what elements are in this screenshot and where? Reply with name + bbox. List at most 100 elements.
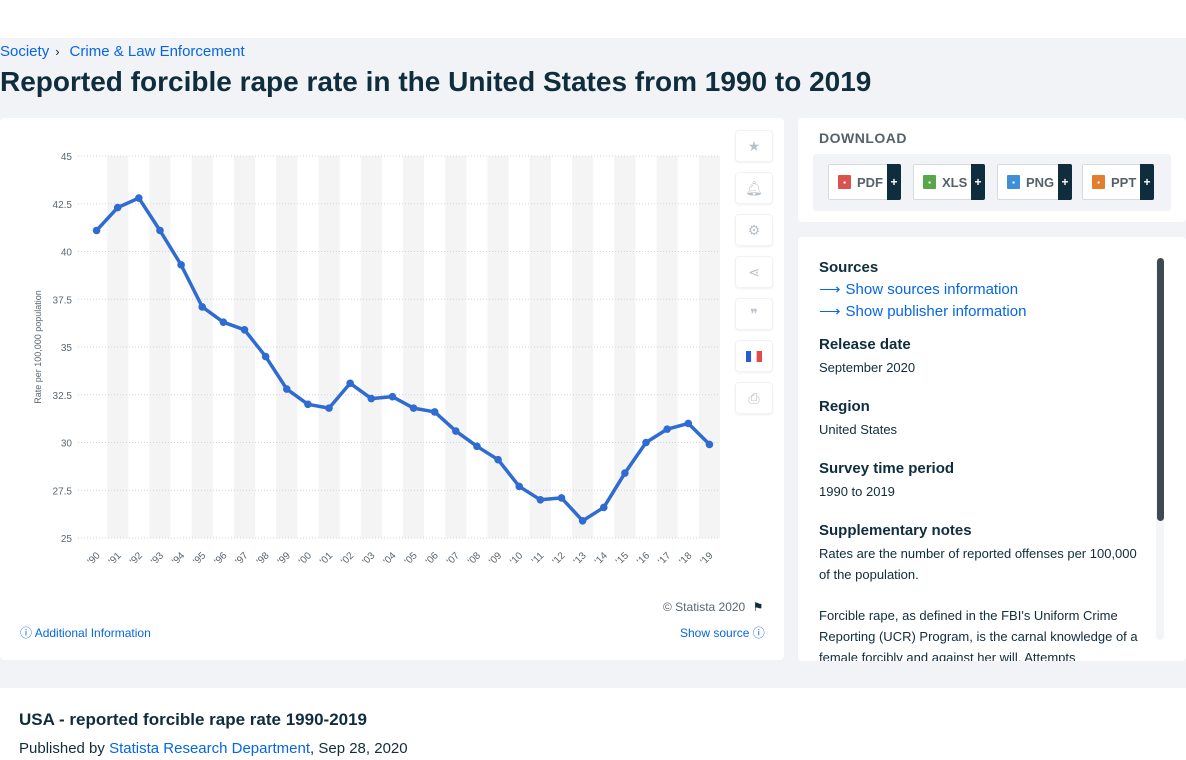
pdf-file-icon: ▪ xyxy=(838,175,851,189)
favorite-star-button[interactable]: ★ xyxy=(735,130,773,162)
copyright-text: © Statista 2020 xyxy=(663,600,746,614)
show-sources-label: Show sources information xyxy=(845,280,1019,298)
show-publisher-link[interactable]: ⟶ Show publisher information xyxy=(819,302,1149,321)
x-tick-label: '16 xyxy=(635,550,652,567)
download-title: DOWNLOAD xyxy=(819,130,907,146)
region-value: United States xyxy=(819,422,898,437)
y-axis-label: Rate per 100,000 population xyxy=(33,290,43,404)
data-point xyxy=(198,303,207,311)
data-point xyxy=(113,203,122,212)
data-point xyxy=(156,226,164,235)
x-tick-label: '09 xyxy=(487,550,504,567)
show-sources-link[interactable]: ⟶ Show sources information xyxy=(819,280,1149,299)
x-tick-label: '07 xyxy=(445,550,462,567)
x-tick-label: '15 xyxy=(614,550,631,567)
x-tick-label: '17 xyxy=(656,550,673,567)
y-tick-label: 42.5 xyxy=(53,200,73,211)
page-title: Reported forcible rape rate in the Unite… xyxy=(0,66,872,97)
data-point xyxy=(599,503,608,512)
arrow-right-icon: ⟶ xyxy=(819,281,841,298)
y-tick-label: 27.5 xyxy=(53,486,73,497)
publisher-link[interactable]: Statista Research Department xyxy=(109,740,311,757)
x-tick-label: '90 xyxy=(86,550,103,567)
data-point xyxy=(578,517,587,525)
pdf-plus-icon: + xyxy=(887,164,901,200)
data-point xyxy=(367,394,376,403)
x-tick-label: '03 xyxy=(360,550,377,567)
ppt-plus-icon: + xyxy=(1140,164,1154,200)
breadcrumb-society[interactable]: Society xyxy=(0,43,50,60)
x-tick-label: '95 xyxy=(191,550,208,567)
x-tick-label: '06 xyxy=(424,550,441,567)
ppt-label: PPT xyxy=(1111,174,1137,190)
y-tick-label: 30 xyxy=(61,439,73,450)
x-tick-label: '02 xyxy=(339,550,356,567)
show-publisher-label: Show publisher information xyxy=(845,302,1027,320)
info-scrollbar-thumb[interactable] xyxy=(1157,258,1164,521)
show-source-label: Show source xyxy=(680,626,750,640)
info-card: Sources ⟶ Show sources information ⟶ Sho… xyxy=(798,237,1186,661)
sources-heading: Sources xyxy=(819,259,879,276)
notes-heading: Supplementary notes xyxy=(819,522,972,539)
data-point xyxy=(557,494,566,502)
chart-toolbar: ★ 🔔︎ ⚙ ⋖ ❞ ⎙ xyxy=(735,130,773,424)
notification-bell-button[interactable]: 🔔︎ xyxy=(735,172,773,204)
top-header-band xyxy=(0,0,1186,38)
breadcrumb-crime-law[interactable]: Crime & Law Enforcement xyxy=(69,43,245,60)
y-tick-label: 37.5 xyxy=(53,295,73,306)
data-point xyxy=(261,352,270,361)
settings-gear-button[interactable]: ⚙ xyxy=(735,214,773,246)
xls-file-icon: ▪ xyxy=(923,175,936,189)
data-point xyxy=(346,379,354,388)
survey-heading: Survey time period xyxy=(819,460,955,477)
x-tick-label: '14 xyxy=(593,550,610,567)
statistic-title: USA - reported forcible rape rate 1990-2… xyxy=(19,710,368,729)
xls-label: XLS xyxy=(942,174,968,190)
region-heading: Region xyxy=(819,398,870,415)
x-tick-label: '05 xyxy=(403,550,420,567)
data-point xyxy=(388,392,397,401)
x-tick-label: '18 xyxy=(677,550,694,567)
french-flag-button[interactable] xyxy=(735,340,773,372)
png-label: PNG xyxy=(1026,174,1055,190)
y-tick-label: 45 xyxy=(61,152,73,163)
column-band xyxy=(656,156,678,538)
download-xls-button[interactable]: ▪ XLS + xyxy=(913,164,985,200)
column-band xyxy=(276,156,298,538)
x-tick-label: '91 xyxy=(107,550,124,567)
show-source-link[interactable]: Show source ⓘ xyxy=(680,624,765,641)
data-point xyxy=(282,385,291,393)
x-tick-label: '94 xyxy=(170,550,187,567)
data-point xyxy=(409,404,418,412)
x-tick-label: '96 xyxy=(212,550,229,567)
published-by-label: Published by xyxy=(19,740,105,757)
arrow-right-icon: ⟶ xyxy=(819,303,841,320)
x-tick-label: '08 xyxy=(466,550,483,567)
survey-value: 1990 to 2019 xyxy=(819,484,895,499)
x-tick-label: '93 xyxy=(149,550,166,567)
download-pdf-button[interactable]: ▪ PDF + xyxy=(828,164,901,200)
download-png-button[interactable]: ▪ PNG + xyxy=(997,164,1072,200)
data-point xyxy=(621,469,629,477)
flag-icon: ⚑ xyxy=(752,600,764,614)
pdf-label: PDF xyxy=(857,174,883,190)
data-point xyxy=(92,226,101,235)
print-button[interactable]: ⎙ xyxy=(735,382,773,414)
download-ppt-button[interactable]: ▪ PPT + xyxy=(1082,164,1154,200)
additional-info-link[interactable]: ⓘ Additional Information xyxy=(20,624,151,641)
release-value: September 2020 xyxy=(819,360,916,375)
x-tick-label: '92 xyxy=(128,550,145,567)
line-chart: 25 27.5 30 32.5 35 37.5 40 42.5 45 Rate per 100,0… xyxy=(33,152,720,567)
info-icon: ⓘ xyxy=(752,626,765,640)
share-button[interactable]: ⋖ xyxy=(735,256,773,288)
data-point xyxy=(705,440,714,449)
series-line xyxy=(94,196,712,523)
data-point xyxy=(473,442,481,451)
x-tick-label: '13 xyxy=(572,550,589,567)
x-tick-label: '11 xyxy=(530,550,547,567)
x-tick-label: '00 xyxy=(297,550,314,567)
x-tick-label: '97 xyxy=(234,550,251,567)
info-icon: ⓘ xyxy=(20,626,33,640)
cite-quote-button[interactable]: ❞ xyxy=(735,298,773,330)
data-point xyxy=(219,318,228,326)
